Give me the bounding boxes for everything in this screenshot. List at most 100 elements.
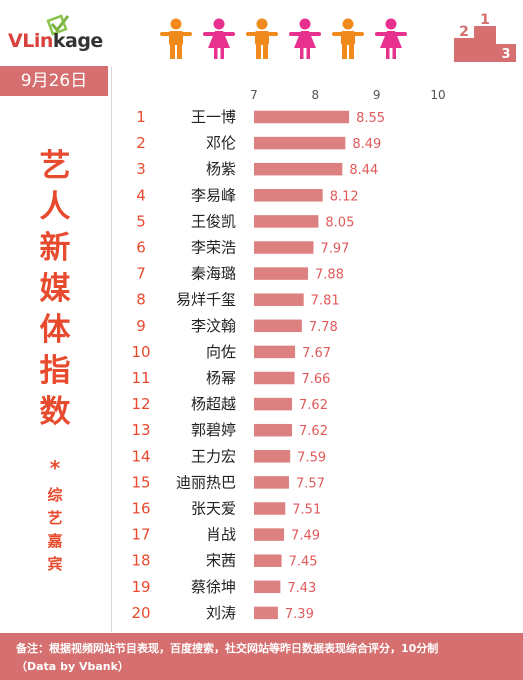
- category-label: 刘涛: [206, 604, 236, 622]
- bar: [254, 110, 350, 124]
- rank-label: 8: [136, 291, 146, 309]
- rank-label: 1: [136, 108, 146, 126]
- footer-note: 备注：根据视频网站节目表现，百度搜索，社交网站等昨日数据表现综合评分，10分制 …: [0, 633, 523, 680]
- bar: [254, 502, 286, 515]
- ranking-bar-chart: 7 8 9 10 1 王一博 8.55 2 邓伦 8.49 3 杨紫 8.44 4 李易峰 8.12 5 王俊凯 8…: [131, 88, 445, 622]
- subtitle-char: 嘉: [47, 532, 63, 550]
- bar: [254, 189, 323, 202]
- subtitle-char: 宾: [47, 555, 63, 573]
- x-tick-label: 8: [312, 88, 320, 102]
- rank-label: 19: [131, 578, 150, 596]
- podium-number-3: 3: [501, 47, 510, 62]
- value-label: 7.49: [291, 529, 320, 544]
- rank-label: 2: [136, 134, 146, 152]
- bar: [254, 136, 346, 150]
- rank-label: 18: [131, 552, 150, 570]
- rank-label: 15: [131, 473, 150, 491]
- category-label: 秦海璐: [191, 265, 236, 283]
- x-tick-label: 9: [373, 88, 381, 102]
- title-separator: *: [49, 456, 61, 480]
- bar: [254, 554, 282, 567]
- value-label: 7.67: [302, 346, 331, 361]
- category-label: 郭碧婷: [191, 421, 236, 439]
- bar: [254, 476, 289, 489]
- logo-check-icon: [46, 14, 70, 36]
- footer-note-line1: 备注：根据视频网站节目表现，百度搜索，社交网站等昨日数据表现综合评分，10分制: [16, 642, 439, 655]
- bar: [254, 423, 293, 437]
- rank-label: 11: [131, 369, 150, 387]
- podium-number-2: 2: [459, 24, 469, 40]
- man-icon: [160, 18, 192, 59]
- value-label: 7.62: [299, 424, 328, 439]
- bar: [254, 397, 293, 411]
- bar: [254, 267, 308, 280]
- rank-label: 12: [131, 395, 150, 413]
- value-label: 7.45: [289, 555, 318, 570]
- rank-label: 20: [131, 604, 150, 622]
- title-char: 新: [39, 230, 71, 266]
- vlinkage-logo-text: VLinkage: [8, 30, 103, 52]
- value-label: 8.12: [330, 189, 359, 204]
- category-label: 杨紫: [206, 160, 236, 178]
- category-label: 杨超越: [191, 395, 236, 413]
- category-label: 向佐: [206, 343, 236, 361]
- title-char: 数: [39, 394, 71, 430]
- value-label: 7.51: [292, 503, 321, 518]
- value-label: 7.57: [296, 476, 325, 491]
- bar: [254, 606, 278, 620]
- bar: [254, 162, 343, 176]
- value-label: 7.39: [285, 607, 314, 622]
- value-label: 7.97: [320, 242, 349, 257]
- rank-label: 16: [131, 500, 150, 518]
- bar: [254, 371, 295, 385]
- category-label: 王俊凯: [191, 212, 236, 230]
- category-label: 易烊千玺: [176, 291, 236, 309]
- page-title: 艺人新媒体指数: [30, 146, 80, 433]
- rank-label: 10: [131, 343, 150, 361]
- x-tick-label: 10: [430, 88, 445, 102]
- rank-label: 7: [136, 265, 146, 283]
- value-label: 7.43: [287, 581, 316, 596]
- value-label: 7.88: [315, 268, 344, 283]
- rank-label: 9: [136, 317, 146, 335]
- value-label: 8.49: [352, 137, 381, 152]
- bar: [254, 580, 281, 594]
- rank-label: 17: [131, 526, 150, 544]
- category-label: 迪丽热巴: [176, 473, 236, 491]
- value-label: 7.59: [297, 450, 326, 465]
- category-label: 蔡徐坤: [191, 578, 236, 596]
- value-label: 7.81: [311, 294, 340, 309]
- bar: [254, 215, 319, 228]
- category-label: 宋茜: [206, 552, 236, 570]
- subtitle-char: 综: [47, 486, 63, 504]
- woman-icon: [289, 18, 321, 59]
- category-label: 王力宏: [191, 447, 236, 465]
- woman-icon: [375, 18, 407, 59]
- bar: [254, 241, 314, 254]
- bar: [254, 319, 302, 333]
- title-char: 体: [39, 312, 71, 348]
- vlinkage-logo: [46, 14, 70, 36]
- rank-label: 4: [136, 186, 146, 204]
- rank-label: 13: [131, 421, 150, 439]
- value-label: 7.78: [309, 320, 338, 335]
- title-char: 媒: [39, 271, 71, 307]
- rank-label: 14: [131, 447, 150, 465]
- title-char: 指: [39, 353, 71, 389]
- footer-note-line2: （Data by Vbank）: [16, 660, 129, 673]
- bar: [254, 528, 285, 541]
- divider-line: [111, 66, 112, 632]
- people-icons: [160, 18, 407, 59]
- bar: [254, 450, 291, 463]
- bar: [254, 293, 304, 306]
- value-label: 7.62: [299, 398, 328, 413]
- page-subtitle: 综艺嘉宾: [30, 484, 80, 576]
- rank-label: 6: [136, 239, 146, 257]
- category-label: 邓伦: [206, 134, 236, 152]
- rank-label: 5: [136, 212, 146, 230]
- podium-number-1: 1: [480, 12, 490, 28]
- category-label: 肖战: [206, 526, 236, 544]
- man-icon: [332, 18, 364, 59]
- category-label: 张天爱: [191, 500, 236, 518]
- podium-icon: 2 1 3: [454, 12, 516, 62]
